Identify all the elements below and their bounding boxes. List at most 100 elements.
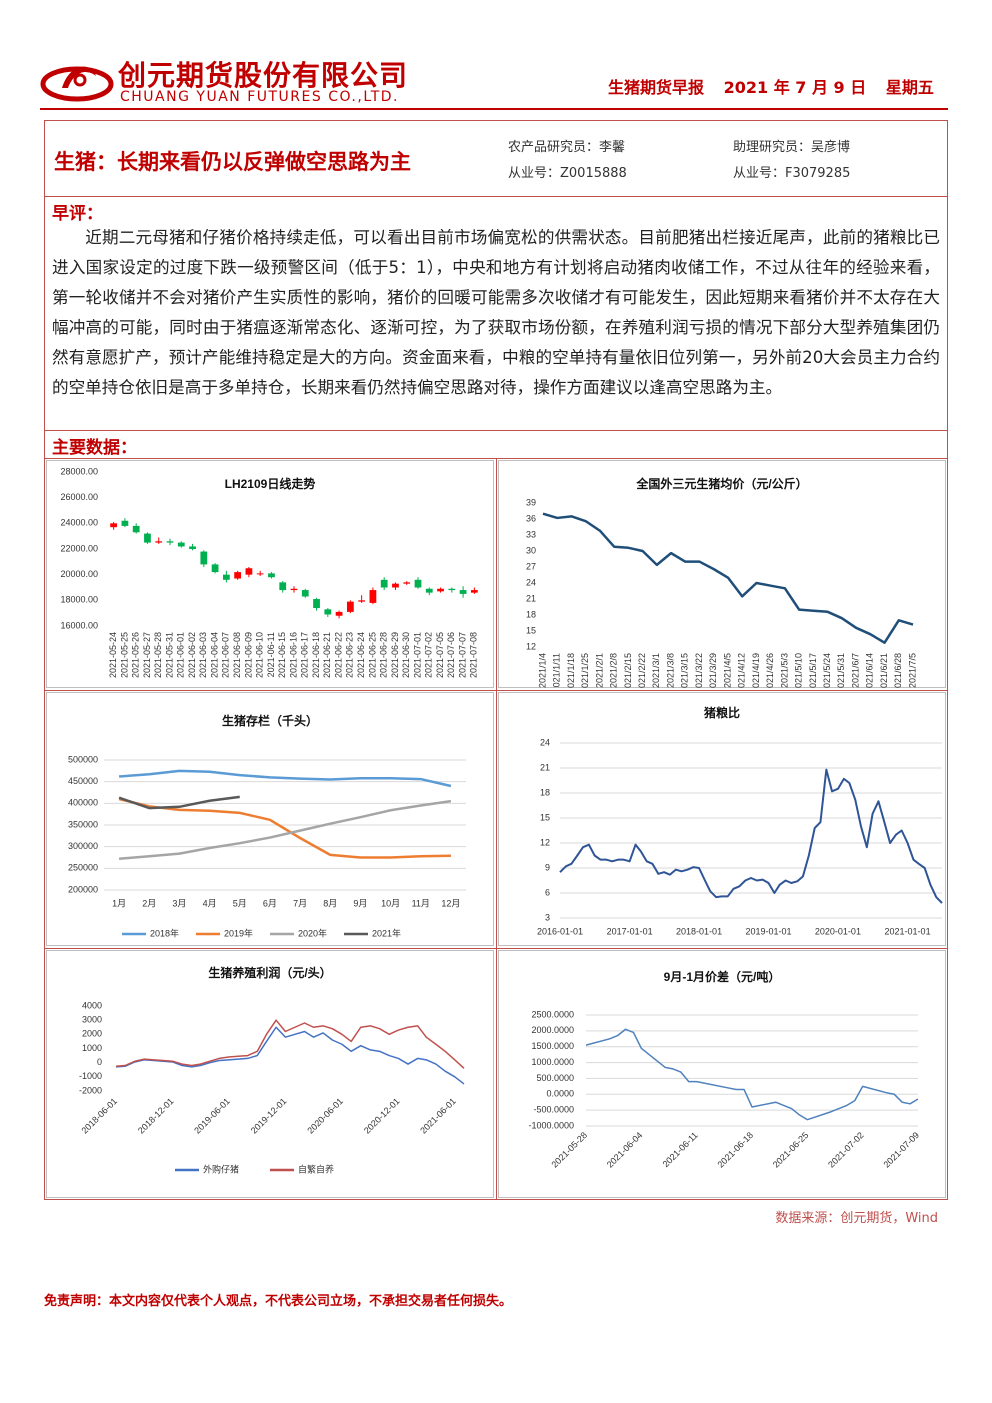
report-header: 生猪期货早报 2021 年 7 月 9 日 星期五 [608, 74, 934, 98]
candle-body [279, 582, 287, 591]
x-tick-label: 2021-05-26 [131, 632, 141, 678]
x-tick-label: 2月 [142, 898, 156, 908]
line-series [118, 769, 452, 788]
y-tick-label: 15 [526, 625, 536, 635]
y-tick-label: 0.0000 [546, 1089, 574, 1099]
x-tick-label: 2021/3/8 [665, 653, 675, 688]
y-tick-label: -2000 [79, 1085, 102, 1095]
x-tick-label: 9月 [353, 898, 367, 908]
line-series [115, 1026, 465, 1085]
line-series [585, 1028, 919, 1121]
data-heading: 主要数据： [52, 438, 137, 458]
x-tick-label: 2021/6/14 [865, 653, 875, 688]
candle-body [189, 546, 196, 549]
x-tick-label: 2021/5/10 [794, 653, 804, 688]
x-tick-label: 2021-06-02 [187, 632, 197, 678]
chart-frame [498, 692, 946, 946]
y-tick-label: 350000 [68, 819, 98, 829]
y-tick-label: 1000 [82, 1043, 102, 1053]
candle-body [110, 523, 118, 528]
y-tick-label: 500.0000 [536, 1073, 574, 1083]
x-tick-label: 2021-05-31 [164, 632, 174, 678]
chart: 猪粮比 3 6 9 12 15 18 21 24 2016-01-01 2017-01-01 2018… [498, 692, 946, 946]
x-tick-label: 2021/2/8 [609, 653, 619, 688]
y-tick-label: 1500.0000 [531, 1041, 574, 1051]
x-tick-label: 2016-01-01 [537, 926, 583, 936]
candle-body [403, 582, 411, 584]
x-tick-label: 2021/1/25 [580, 653, 590, 688]
candle-body [369, 590, 377, 603]
x-tick-label: 11月 [412, 898, 430, 908]
candle-body [222, 574, 230, 580]
license: 从业号：F3079285 [733, 166, 851, 181]
y-tick-label: 18 [540, 787, 550, 797]
report-date: 2021 年 7 月 9 日 [723, 78, 867, 97]
x-tick-label: 2021/4/26 [765, 653, 775, 688]
report-title: 生猪：长期来看仍以反弹做空思路为主 [54, 150, 411, 174]
y-tick-label: -1000.0000 [528, 1120, 574, 1130]
y-tick-label: 24 [540, 737, 550, 747]
x-tick-label: 2021-07-08 [469, 632, 479, 678]
y-tick-label: 21 [526, 593, 536, 603]
x-tick-label: 2021-06-17 [300, 632, 310, 678]
x-tick-label: 3月 [172, 898, 186, 908]
x-tick-label: 2019-01-01 [745, 926, 791, 936]
line-series [559, 768, 943, 904]
y-tick-label: 27 [526, 561, 536, 571]
x-tick-label: 2021-06-21 [322, 632, 332, 678]
y-tick-label: 12 [526, 641, 536, 651]
x-tick-label: 2021-06-30 [401, 632, 411, 678]
x-tick-label: 2021/2/15 [623, 653, 633, 688]
y-tick-label: 30 [526, 545, 536, 555]
divider [44, 196, 948, 197]
candle-body [121, 520, 129, 526]
x-tick-label: 8月 [323, 898, 337, 908]
chart-title: 9月-1月价差（元/吨） [664, 969, 781, 984]
candle-body [290, 588, 298, 591]
chart-title: LH2109日线走势 [225, 476, 316, 491]
researcher: 助理研究员：吴彦博 [733, 140, 851, 155]
y-tick-label: 16000.00 [60, 620, 98, 630]
x-tick-label: 7月 [293, 898, 307, 908]
y-tick-label: 400000 [68, 798, 98, 808]
y-tick-label: -500.0000 [533, 1105, 574, 1115]
line-series [542, 512, 914, 644]
y-tick-label: 200000 [68, 884, 98, 894]
y-tick-label: 24000.00 [60, 518, 98, 528]
researcher: 农产品研究员：李馨 [508, 140, 626, 155]
candle-body [425, 588, 433, 593]
header-rule [40, 108, 948, 110]
x-tick-label: 2021/6/28 [893, 653, 903, 688]
legend-label: 外购仔猪 [203, 1163, 239, 1174]
chart-title: 全国外三元生猪均价（元/公斤） [635, 476, 807, 491]
comment-heading: 早评： [52, 204, 103, 224]
y-tick-label: 18 [526, 609, 536, 619]
x-tick-label: 2021-07-02 [424, 632, 434, 678]
x-tick-label: 2021/5/24 [822, 653, 832, 688]
candle-body [380, 579, 388, 588]
legend-label: 2021年 [372, 927, 401, 938]
x-tick-label: 2021-06-11 [266, 632, 276, 677]
y-tick-label: 0 [97, 1057, 102, 1067]
divider [496, 458, 497, 1200]
y-tick-label: 12 [540, 837, 550, 847]
x-tick-label: 2021/6/21 [879, 653, 889, 688]
x-tick-label: 2017-01-01 [607, 926, 653, 936]
candle-body [448, 588, 456, 591]
chart: 生猪存栏（千头） 200000 250000 300000 350000 400000 45… [46, 692, 494, 946]
y-tick-label: 18000.00 [60, 595, 98, 605]
candle-body [211, 564, 219, 573]
legend-label: 2020年 [298, 927, 327, 938]
x-tick-label: 2020-01-01 [815, 926, 861, 936]
chart: 9月-1月价差（元/吨） -1000.0000 -500.0000 0.0000 500… [498, 950, 946, 1198]
x-tick-label: 2021-06-10 [255, 632, 265, 678]
x-tick-label: 2021/7/5 [907, 653, 917, 688]
license: 从业号：Z0015888 [508, 166, 627, 181]
y-tick-label: 2000 [82, 1029, 102, 1039]
x-tick-label: 2021-06-25 [367, 632, 377, 678]
x-tick-label: 2021-07-01 [412, 632, 422, 678]
x-tick-label: 2021/3/1 [651, 653, 661, 688]
y-tick-label: -1000 [79, 1071, 102, 1081]
x-tick-label: 2021/3/22 [694, 653, 704, 688]
